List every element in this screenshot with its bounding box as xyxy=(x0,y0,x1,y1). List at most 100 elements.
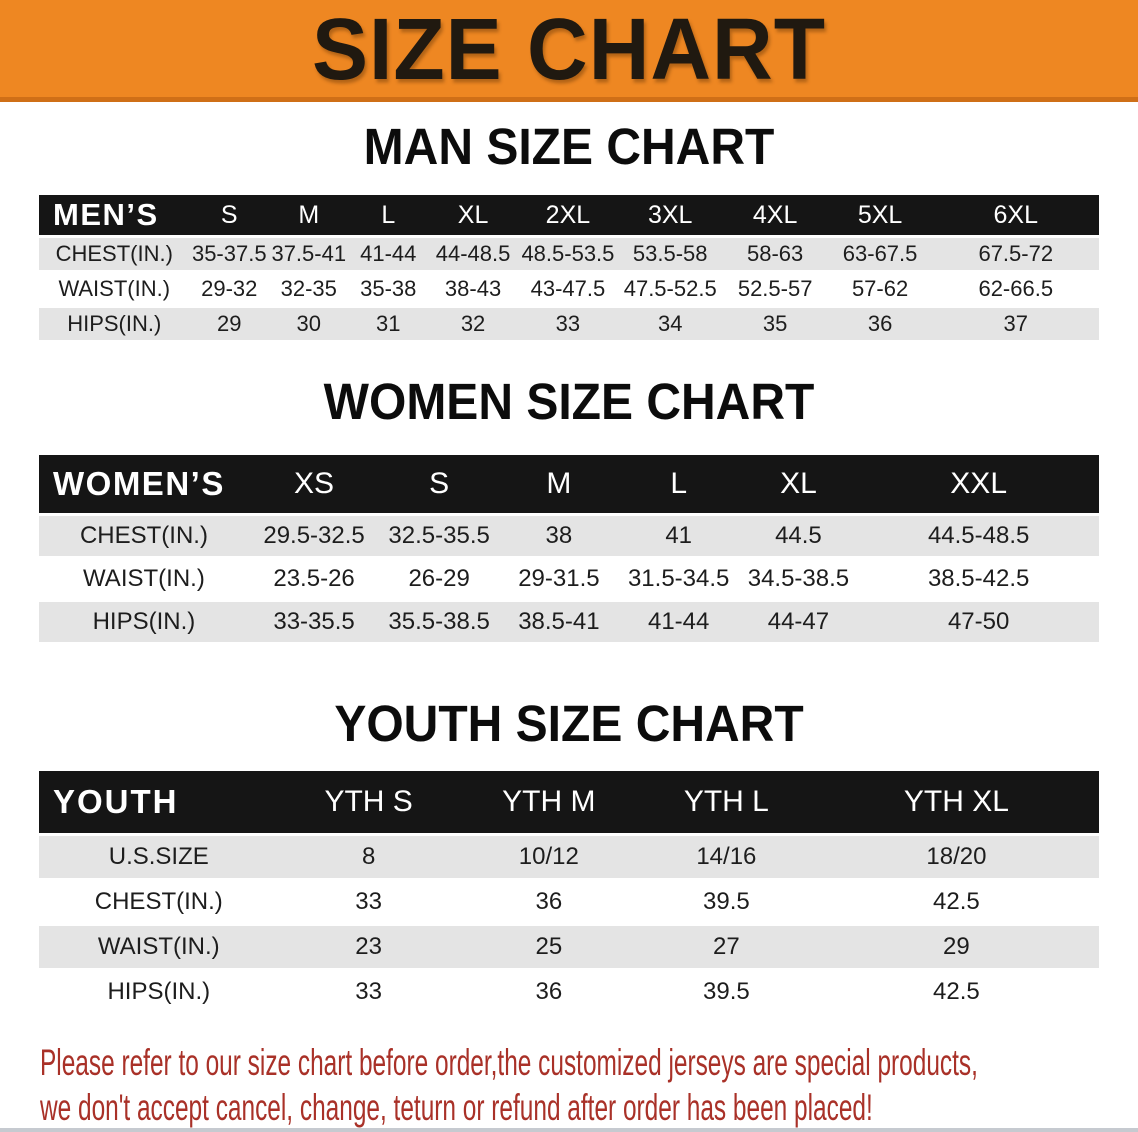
disclaimer-line-1: Please refer to our size chart before or… xyxy=(40,1042,978,1083)
youth-section-heading: YOUTH SIZE CHART xyxy=(334,696,804,753)
table-row: HIPS(IN.) 33-35.5 35.5-38.5 38.5-41 41-44 44-… xyxy=(39,602,1099,642)
table-row: HIPS(IN.) 29 30 31 32 33 34 35 36 37 xyxy=(39,308,1099,340)
women-section-heading: WOMEN SIZE CHART xyxy=(323,374,815,431)
size-value: 42.5 xyxy=(813,881,1099,923)
youth-size-table: YOUTH YTH S YTH M YTH L YTH XL U.S.SIZE 8 10/12… xyxy=(39,768,1099,1016)
size-value: 48.5-53.5 xyxy=(518,238,618,270)
disclaimer-line-2: we don't accept cancel, change, teturn o… xyxy=(40,1087,873,1128)
size-value: 63-67.5 xyxy=(827,238,933,270)
size-value: 35 xyxy=(722,308,828,340)
size-chart-sections: MAN SIZE CHART MEN’S S M L XL 2XL 3XL 4XL 5XL 6XL C… xyxy=(0,120,1138,1016)
women-header-row: WOMEN’S XS S M L XL XXL xyxy=(39,455,1099,513)
women-size-section: WOMEN SIZE CHART WOMEN’S XS S M L XL XXL CHEST(I… xyxy=(0,374,1138,645)
size-value: 53.5-58 xyxy=(617,238,723,270)
size-value: 36 xyxy=(458,971,639,1013)
size-column-header: M xyxy=(499,455,619,513)
size-value: 32-35 xyxy=(269,273,349,305)
size-value: 37.5-41 xyxy=(269,238,349,270)
disclaimer: Please refer to our size chart before or… xyxy=(0,1040,1138,1130)
men-size-section: MAN SIZE CHART MEN’S S M L XL 2XL 3XL 4XL 5XL 6XL C… xyxy=(0,120,1138,343)
size-value: 38 xyxy=(499,516,619,556)
size-value: 33 xyxy=(518,308,618,340)
size-value: 47.5-52.5 xyxy=(617,273,723,305)
size-value: 33 xyxy=(278,971,459,1013)
size-column-header: S xyxy=(189,195,270,235)
size-value: 57-62 xyxy=(827,273,933,305)
men-header-row: MEN’S S M L XL 2XL 3XL 4XL 5XL 6XL xyxy=(39,195,1099,235)
size-value: 23.5-26 xyxy=(248,559,380,599)
row-label: CHEST(IN.) xyxy=(39,516,249,556)
youth-size-section: YOUTH SIZE CHART YOUTH YTH S YTH M YTH L YTH … xyxy=(0,696,1138,1016)
youth-table-title: YOUTH xyxy=(39,771,279,833)
row-label: WAIST(IN.) xyxy=(39,273,190,305)
table-row: WAIST(IN.) 29-32 32-35 35-38 38-43 43-47.5 47.… xyxy=(39,273,1099,305)
size-value: 34 xyxy=(617,308,723,340)
size-value: 29 xyxy=(813,926,1099,968)
size-value: 33 xyxy=(278,881,459,923)
size-value: 33-35.5 xyxy=(248,602,380,642)
size-column-header: S xyxy=(379,455,500,513)
row-label: HIPS(IN.) xyxy=(39,971,279,1013)
size-value: 38.5-41 xyxy=(499,602,619,642)
size-column-header: L xyxy=(618,455,739,513)
banner: SIZE CHART xyxy=(0,0,1138,102)
size-value: 31 xyxy=(348,308,429,340)
size-value: 44.5 xyxy=(738,516,859,556)
size-value: 43-47.5 xyxy=(518,273,618,305)
women-size-table: WOMEN’S XS S M L XL XXL CHEST(IN.) 29.5-32.5 32.5… xyxy=(39,452,1099,645)
size-value: 29 xyxy=(189,308,270,340)
row-label: CHEST(IN.) xyxy=(39,238,190,270)
size-value: 44-48.5 xyxy=(428,238,519,270)
size-column-header: 4XL xyxy=(722,195,828,235)
table-row: CHEST(IN.) 29.5-32.5 32.5-35.5 38 41 44.5 44.5… xyxy=(39,516,1099,556)
size-column-header: L xyxy=(348,195,429,235)
size-column-header: 5XL xyxy=(827,195,933,235)
size-value: 35-37.5 xyxy=(189,238,270,270)
row-label: WAIST(IN.) xyxy=(39,926,279,968)
size-value: 41 xyxy=(618,516,739,556)
size-value: 25 xyxy=(458,926,639,968)
size-value: 44-47 xyxy=(738,602,859,642)
size-value: 44.5-48.5 xyxy=(858,516,1099,556)
size-value: 36 xyxy=(458,881,639,923)
size-value: 35-38 xyxy=(348,273,429,305)
size-value: 36 xyxy=(827,308,933,340)
size-value: 34.5-38.5 xyxy=(738,559,859,599)
table-row: HIPS(IN.) 33 36 39.5 42.5 xyxy=(39,971,1099,1013)
size-value: 38-43 xyxy=(428,273,519,305)
page-title: SIZE CHART xyxy=(312,0,826,98)
size-value: 10/12 xyxy=(458,836,639,878)
size-value: 67.5-72 xyxy=(932,238,1099,270)
size-value: 39.5 xyxy=(638,971,814,1013)
size-value: 23 xyxy=(278,926,459,968)
size-value: 32.5-35.5 xyxy=(379,516,500,556)
table-row: WAIST(IN.) 23.5-26 26-29 29-31.5 31.5-34.5 34… xyxy=(39,559,1099,599)
size-value: 35.5-38.5 xyxy=(379,602,500,642)
size-value: 37 xyxy=(932,308,1099,340)
row-label: HIPS(IN.) xyxy=(39,602,249,642)
women-table-title: WOMEN’S xyxy=(39,455,249,513)
size-value: 39.5 xyxy=(638,881,814,923)
size-column-header: M xyxy=(269,195,349,235)
size-value: 47-50 xyxy=(858,602,1099,642)
size-column-header: YTH M xyxy=(458,771,639,833)
size-column-header: YTH S xyxy=(278,771,459,833)
size-value: 41-44 xyxy=(348,238,429,270)
size-column-header: 3XL xyxy=(617,195,723,235)
size-value: 30 xyxy=(269,308,349,340)
size-value: 14/16 xyxy=(638,836,814,878)
size-value: 31.5-34.5 xyxy=(618,559,739,599)
size-value: 27 xyxy=(638,926,814,968)
size-value: 18/20 xyxy=(813,836,1099,878)
size-value: 58-63 xyxy=(722,238,828,270)
size-value: 41-44 xyxy=(618,602,739,642)
men-size-table: MEN’S S M L XL 2XL 3XL 4XL 5XL 6XL CHEST(IN.) 35-37… xyxy=(39,192,1099,343)
size-column-header: YTH XL xyxy=(813,771,1099,833)
size-column-header: YTH L xyxy=(638,771,814,833)
size-value: 32 xyxy=(428,308,519,340)
size-value: 29-31.5 xyxy=(499,559,619,599)
row-label: WAIST(IN.) xyxy=(39,559,249,599)
men-table-title: MEN’S xyxy=(39,195,190,235)
size-column-header: XS xyxy=(248,455,380,513)
